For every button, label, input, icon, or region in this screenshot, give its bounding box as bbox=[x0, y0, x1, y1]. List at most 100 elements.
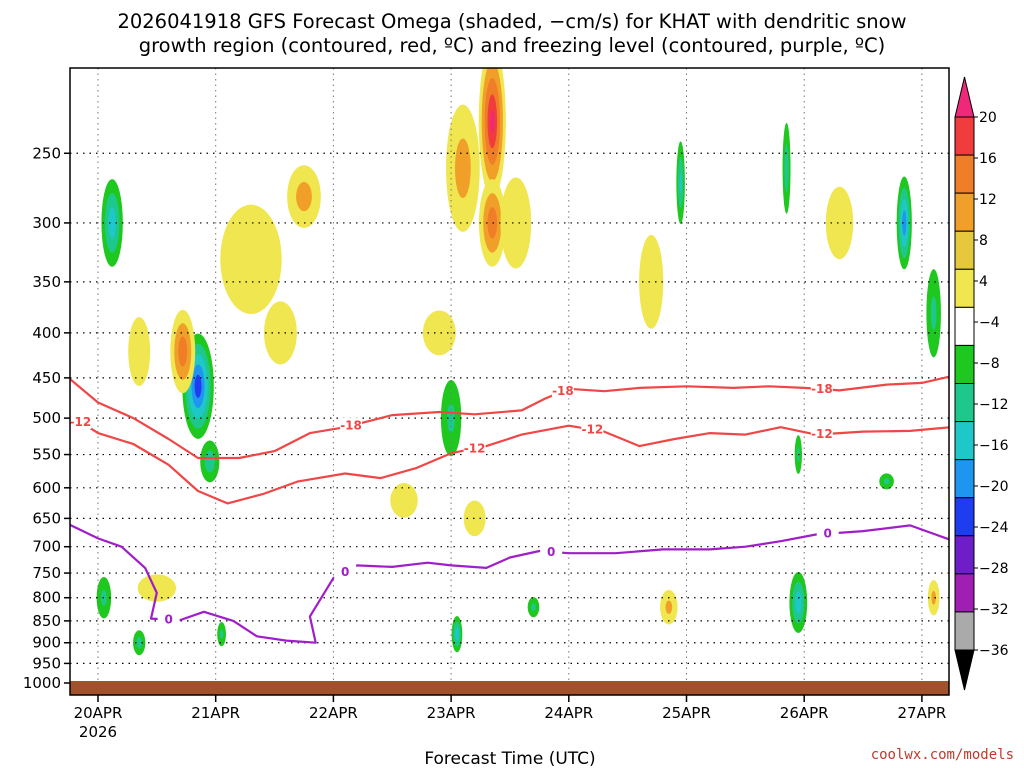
terrain-surface-strip bbox=[70, 681, 949, 695]
credit-text[interactable]: coolwx.com/models bbox=[871, 747, 1014, 763]
omega-shade-blob bbox=[296, 181, 312, 212]
chart-title-line-2: growth region (contoured, red, ºC) and f… bbox=[139, 34, 886, 57]
omega-shade-blob bbox=[902, 210, 907, 236]
omega-shade-blob bbox=[883, 478, 890, 485]
omega-shade-blob bbox=[204, 450, 215, 473]
x-axis-title: Forecast Time (UTC) bbox=[424, 749, 595, 768]
omega-shade-blob bbox=[463, 500, 486, 537]
x-tick-label: 23APR bbox=[427, 704, 476, 722]
omega-shade-blob bbox=[136, 636, 143, 649]
y-tick-label: 700 bbox=[32, 538, 61, 556]
colorbar-swatch bbox=[954, 611, 975, 651]
omega-shade-blob bbox=[639, 234, 664, 329]
colorbar-label: 20 bbox=[979, 110, 997, 126]
x-tick-label: 27APR bbox=[897, 704, 946, 722]
colorbar-bottom-arrow bbox=[954, 649, 975, 691]
contour-label: -18 bbox=[811, 382, 833, 396]
omega-shade-blob bbox=[531, 603, 536, 612]
omega-shade-blob bbox=[422, 310, 456, 356]
colorbar-label: 8 bbox=[979, 233, 988, 249]
y-tick-label: 450 bbox=[32, 369, 61, 387]
contour-label-bg bbox=[810, 426, 833, 442]
colorbar-top-arrow bbox=[954, 76, 975, 118]
colorbar-swatch bbox=[954, 268, 975, 308]
x-axis: 20APR 21APR 22APR 23APR 24APR 25APR 26APR 27APR bbox=[74, 695, 946, 722]
colorbar-swatch bbox=[954, 344, 975, 384]
colorbar-label: −20 bbox=[979, 479, 1009, 495]
omega-shade-blob bbox=[795, 591, 802, 614]
contour-label-bg bbox=[70, 413, 92, 429]
contour-label-bg bbox=[816, 525, 839, 541]
omega-shade-blob bbox=[930, 296, 937, 331]
x-tick-label: 22APR bbox=[309, 704, 358, 722]
colorbar-label: −12 bbox=[979, 397, 1009, 413]
y-tick-label: 850 bbox=[32, 612, 61, 630]
omega-shade-blob bbox=[220, 204, 282, 315]
contour-label-bg bbox=[581, 421, 604, 437]
contour-label: 0 bbox=[547, 545, 555, 559]
y-tick-label: 600 bbox=[32, 479, 61, 497]
temperature-contours: -12 -12 -12 -12 -18 -18 -18 0 0 0 0 bbox=[70, 375, 949, 644]
contour-label-bg bbox=[463, 440, 486, 456]
colorbar-swatch bbox=[954, 306, 975, 346]
omega-shade-blob bbox=[487, 207, 498, 239]
omega-shade-blob bbox=[390, 483, 418, 518]
colorbar-swatch bbox=[954, 535, 975, 575]
omega-shade-blob bbox=[108, 207, 116, 239]
omega-shade-blob bbox=[178, 336, 188, 367]
y-tick-label: 650 bbox=[32, 509, 61, 527]
omega-shade-blob bbox=[194, 374, 202, 398]
grid-lines bbox=[70, 68, 949, 684]
contour-label-bg bbox=[157, 611, 180, 627]
omega-shade-blob bbox=[665, 600, 673, 614]
omega-shade-blob bbox=[490, 110, 495, 133]
y-tick-label: 500 bbox=[32, 409, 61, 427]
y-tick-label: 300 bbox=[32, 214, 61, 232]
contour-label: 0 bbox=[164, 612, 172, 626]
y-tick-label: 950 bbox=[32, 654, 61, 672]
colorbar-label: −28 bbox=[979, 561, 1009, 577]
contour-label: -18 bbox=[340, 419, 362, 433]
omega-shade-blob bbox=[263, 301, 297, 365]
contour-line-0 bbox=[70, 523, 949, 644]
y-tick-label: 800 bbox=[32, 589, 61, 607]
contour-line--12 bbox=[70, 413, 949, 505]
plot-frame bbox=[69, 67, 950, 696]
omega-shade-blob bbox=[447, 403, 456, 433]
colorbar-label: 4 bbox=[979, 274, 988, 290]
omega-shade-blob bbox=[454, 138, 471, 198]
colorbar-label: −32 bbox=[979, 602, 1009, 618]
colorbar-label: −16 bbox=[979, 438, 1009, 454]
y-tick-label: 1000 bbox=[23, 674, 61, 692]
y-axis: 250 300 350 400 450 500 550 600 650 700 750 800 850 9… bbox=[23, 144, 70, 692]
contour-label-bg bbox=[551, 383, 574, 399]
colorbar-swatch bbox=[954, 154, 975, 194]
contour-line--18 bbox=[70, 375, 949, 460]
omega-shade-blob bbox=[931, 590, 936, 605]
contour-label: 0 bbox=[824, 527, 832, 541]
omega-shading bbox=[96, 68, 941, 656]
colorbar-swatch bbox=[954, 459, 975, 499]
x-axis-year-label: 2026 bbox=[79, 723, 117, 741]
omega-shade-blob bbox=[825, 186, 854, 260]
colorbar-label: −8 bbox=[979, 356, 1000, 372]
colorbar-swatch bbox=[954, 192, 975, 232]
omega-shade-blob bbox=[784, 144, 789, 193]
y-tick-label: 900 bbox=[32, 634, 61, 652]
colorbar-label: 16 bbox=[979, 151, 997, 167]
colorbar-label: −36 bbox=[979, 643, 1009, 659]
contour-label: -18 bbox=[552, 384, 574, 398]
colorbar-swatch bbox=[954, 497, 975, 537]
contour-label-bg bbox=[334, 563, 357, 579]
colorbar-swatch bbox=[954, 421, 975, 461]
y-tick-label: 400 bbox=[32, 324, 61, 342]
contour-label: -12 bbox=[581, 423, 603, 437]
x-tick-label: 26APR bbox=[780, 704, 829, 722]
omega-shade-blob bbox=[128, 317, 151, 386]
contour-label: 0 bbox=[341, 565, 349, 579]
colorbar-label: −24 bbox=[979, 520, 1009, 536]
y-tick-label: 750 bbox=[32, 564, 61, 582]
contour-label: -12 bbox=[70, 415, 92, 429]
y-tick-label: 550 bbox=[32, 446, 61, 464]
